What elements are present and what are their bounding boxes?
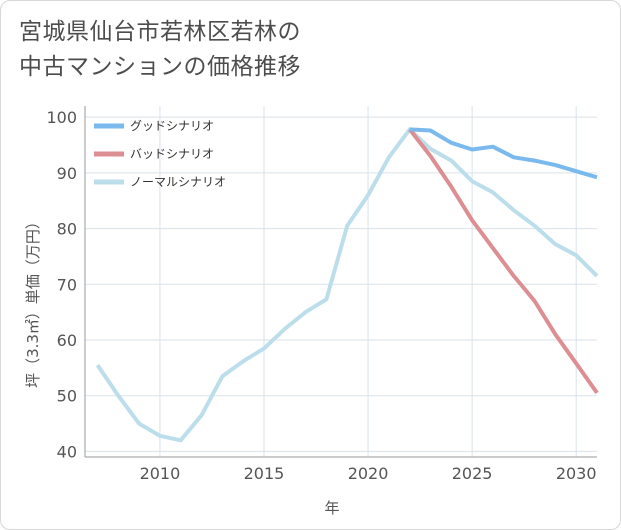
series-line-bad-scenario bbox=[408, 128, 599, 395]
y-axis-label: 坪（3.3㎡）単価（万円） bbox=[24, 214, 42, 388]
chart-title: 宮城県仙台市若林区若林の 中古マンションの価格推移 bbox=[19, 15, 579, 85]
grid-lines bbox=[85, 106, 597, 457]
plot-frame bbox=[84, 106, 597, 458]
x-axis-label: 年 bbox=[324, 499, 339, 517]
y-tick-label: 40 bbox=[57, 442, 77, 461]
y-tick-label: 80 bbox=[57, 220, 77, 239]
legend-item-normal-scenario: ノーマルシナリオ bbox=[94, 175, 226, 189]
x-tick-label: 2020 bbox=[348, 464, 389, 483]
x-tick-label: 2025 bbox=[452, 464, 493, 483]
y-tick-label: 90 bbox=[57, 164, 77, 183]
legend-label: ノーマルシナリオ bbox=[130, 175, 226, 189]
legend-label: グッドシナリオ bbox=[130, 119, 214, 133]
series-line-good-scenario bbox=[409, 127, 598, 180]
y-tick-label: 100 bbox=[46, 108, 77, 127]
chart-title-line-2: 中古マンションの価格推移 bbox=[19, 54, 301, 80]
x-tick-label: 2030 bbox=[556, 464, 597, 483]
x-tick-label: 2010 bbox=[140, 464, 181, 483]
legend-label: バッドシナリオ bbox=[130, 147, 214, 161]
legend-item-bad-scenario: バッドシナリオ bbox=[94, 147, 214, 161]
x-tick-labels: 2010 2015 2020 2025 2030 bbox=[140, 464, 597, 483]
y-tick-label: 50 bbox=[57, 387, 77, 406]
chart-title-line-1: 宮城県仙台市若林区若林の bbox=[19, 19, 301, 45]
legend-item-good-scenario: グッドシナリオ bbox=[94, 119, 214, 133]
y-tick-label: 60 bbox=[57, 331, 77, 350]
y-tick-labels: 40 50 60 70 80 90 100 bbox=[46, 108, 77, 461]
series-lines bbox=[95, 127, 599, 443]
x-tick-label: 2015 bbox=[244, 464, 285, 483]
series-line-normal-scenario bbox=[95, 127, 599, 443]
y-tick-label: 70 bbox=[57, 275, 77, 294]
